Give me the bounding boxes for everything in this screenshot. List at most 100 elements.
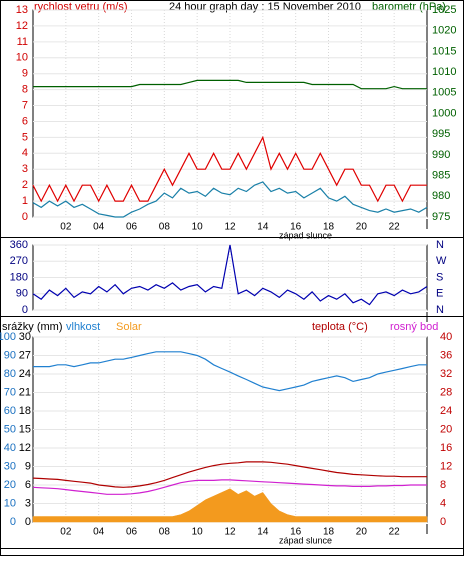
annotation: západ slunce (279, 230, 332, 240)
y-tick-label: 180 (10, 271, 28, 283)
y-tick-label: 4 (22, 147, 28, 159)
y-tick-label: 90 (4, 349, 16, 361)
y2-tick-label: 975 (432, 211, 450, 223)
y3-tick-label: 15 (19, 423, 31, 435)
y2-tick-label: W (436, 255, 447, 267)
series-line (33, 351, 427, 392)
y2-tick-label: 40 (440, 331, 452, 343)
y-tick-label: 10 (16, 52, 28, 64)
y2-tick-label: 1000 (432, 107, 456, 119)
y2-tick-label: 1005 (432, 87, 456, 99)
x-tick-label: 18 (323, 527, 335, 538)
y-tick-label: 9 (22, 68, 28, 80)
x-tick-label: 02 (60, 527, 72, 538)
y2-tick-label: 8 (440, 479, 446, 491)
y2-tick-label: E (436, 288, 443, 300)
y-tick-label: 50 (4, 423, 16, 435)
y-axis-label: rychlost vetru (m/s) (34, 1, 128, 13)
y-tick-label: 5 (22, 131, 28, 143)
series-line (32, 135, 427, 203)
x-tick-label: 20 (356, 222, 368, 233)
x-tick-label: 06 (126, 222, 138, 233)
legend-label: teplota (°C) (312, 321, 368, 333)
series-line (33, 79, 427, 90)
annotation: západ slunce (279, 535, 332, 545)
x-tick-label: 12 (224, 527, 236, 538)
y2-tick-label: 32 (440, 368, 452, 380)
legend-label: vlhkost (66, 321, 100, 333)
x-tick-label: 22 (389, 222, 401, 233)
y3-tick-label: 3 (25, 497, 31, 509)
legend-label: Solar (116, 321, 142, 333)
x-tick-label: 10 (192, 527, 204, 538)
y-axis-label: srážky (mm) (2, 321, 63, 333)
y-tick-label: 60 (4, 405, 16, 417)
x-tick-label: 16 (290, 222, 302, 233)
x-tick-label: 02 (60, 222, 72, 233)
y2-tick-label: 0 (440, 516, 446, 528)
y-tick-label: 1 (22, 195, 28, 207)
y3-tick-label: 30 (19, 331, 31, 343)
y-tick-label: 13 (16, 4, 28, 16)
y3-tick-label: 9 (25, 460, 31, 472)
y-tick-label: 12 (16, 20, 28, 32)
y2-tick-label: 12 (440, 460, 452, 472)
series-area (32, 488, 428, 523)
x-tick-label: 04 (93, 222, 105, 233)
y-tick-label: 0 (22, 304, 28, 316)
y-tick-label: 90 (16, 288, 28, 300)
series-line (32, 479, 427, 495)
y-tick-label: 30 (4, 460, 16, 472)
y2-tick-label: N (436, 304, 444, 316)
x-tick-label: 08 (159, 222, 171, 233)
y2-tick-label: 1025 (432, 4, 456, 16)
y3-tick-label: 21 (19, 386, 31, 398)
x-tick-label: 08 (159, 527, 171, 538)
chart-title: 24 hour graph day : 15 November 2010 (169, 1, 361, 13)
y2-tick-label: S (436, 271, 443, 283)
y2-tick-label: 1010 (432, 66, 456, 78)
series-line (32, 461, 427, 488)
x-tick-label: 18 (323, 222, 335, 233)
y3-tick-label: 0 (25, 516, 31, 528)
x-tick-label: 22 (389, 527, 401, 538)
y2-tick-label: 28 (440, 386, 452, 398)
y2-tick-label: 36 (440, 349, 452, 361)
y2-tick-label: 20 (440, 423, 452, 435)
y-tick-label: 11 (17, 36, 28, 48)
y2-tick-label: 16 (440, 442, 452, 454)
y-tick-label: 7 (22, 99, 28, 111)
y2-tick-label: 24 (440, 405, 452, 417)
y-tick-label: 8 (22, 84, 28, 96)
y-tick-label: 100 (0, 331, 16, 343)
y3-tick-label: 12 (19, 442, 31, 454)
x-tick-label: 04 (93, 527, 105, 538)
x-tick-label: 06 (126, 527, 138, 538)
y3-tick-label: 6 (25, 479, 31, 491)
y2-tick-label: 995 (432, 128, 450, 140)
y2-tick-label: 980 (432, 190, 450, 202)
y3-tick-label: 24 (19, 368, 31, 380)
y-tick-label: 10 (4, 497, 16, 509)
y2-tick-label: 1020 (432, 25, 456, 37)
series-line (32, 244, 428, 306)
y-tick-label: 3 (22, 163, 28, 175)
x-tick-label: 10 (192, 222, 204, 233)
y2-tick-label: 985 (432, 170, 450, 182)
y-tick-label: 6 (22, 115, 28, 127)
x-tick-label: 16 (290, 527, 302, 538)
y-tick-label: 70 (4, 386, 16, 398)
x-tick-label: 20 (356, 527, 368, 538)
legend-label: rosný bod (390, 321, 438, 333)
y-tick-label: 360 (10, 239, 28, 251)
x-tick-label: 14 (257, 527, 269, 538)
y2-tick-label: 4 (440, 497, 446, 509)
y2-tick-label: 1015 (432, 45, 456, 57)
y-tick-label: 20 (4, 479, 16, 491)
y-tick-label: 0 (22, 211, 28, 223)
y2-tick-label: 990 (432, 149, 450, 161)
y-tick-label: 80 (4, 368, 16, 380)
series-line (32, 181, 428, 218)
x-tick-label: 14 (257, 222, 269, 233)
